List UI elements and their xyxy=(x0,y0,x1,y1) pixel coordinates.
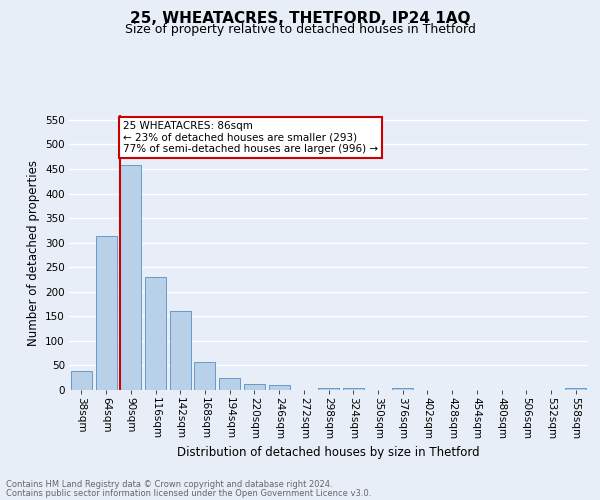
Bar xyxy=(343,388,364,390)
Text: 25 WHEATACRES: 86sqm
← 23% of detached houses are smaller (293)
77% of semi-deta: 25 WHEATACRES: 86sqm ← 23% of detached h… xyxy=(123,121,378,154)
Bar xyxy=(318,388,339,390)
Bar xyxy=(170,312,191,390)
Bar xyxy=(392,388,413,390)
Bar xyxy=(95,236,116,390)
Text: Contains public sector information licensed under the Open Government Licence v3: Contains public sector information licen… xyxy=(6,488,371,498)
Bar xyxy=(219,378,240,390)
Text: 25, WHEATACRES, THETFORD, IP24 1AQ: 25, WHEATACRES, THETFORD, IP24 1AQ xyxy=(130,11,470,26)
Bar xyxy=(269,385,290,390)
Y-axis label: Number of detached properties: Number of detached properties xyxy=(26,160,40,346)
Bar xyxy=(120,165,141,390)
Bar xyxy=(244,384,265,390)
Bar xyxy=(145,277,166,390)
Bar xyxy=(194,362,215,390)
Bar xyxy=(565,388,586,390)
Bar xyxy=(71,372,92,390)
Text: Size of property relative to detached houses in Thetford: Size of property relative to detached ho… xyxy=(125,22,475,36)
Text: Contains HM Land Registry data © Crown copyright and database right 2024.: Contains HM Land Registry data © Crown c… xyxy=(6,480,332,489)
X-axis label: Distribution of detached houses by size in Thetford: Distribution of detached houses by size … xyxy=(177,446,480,459)
